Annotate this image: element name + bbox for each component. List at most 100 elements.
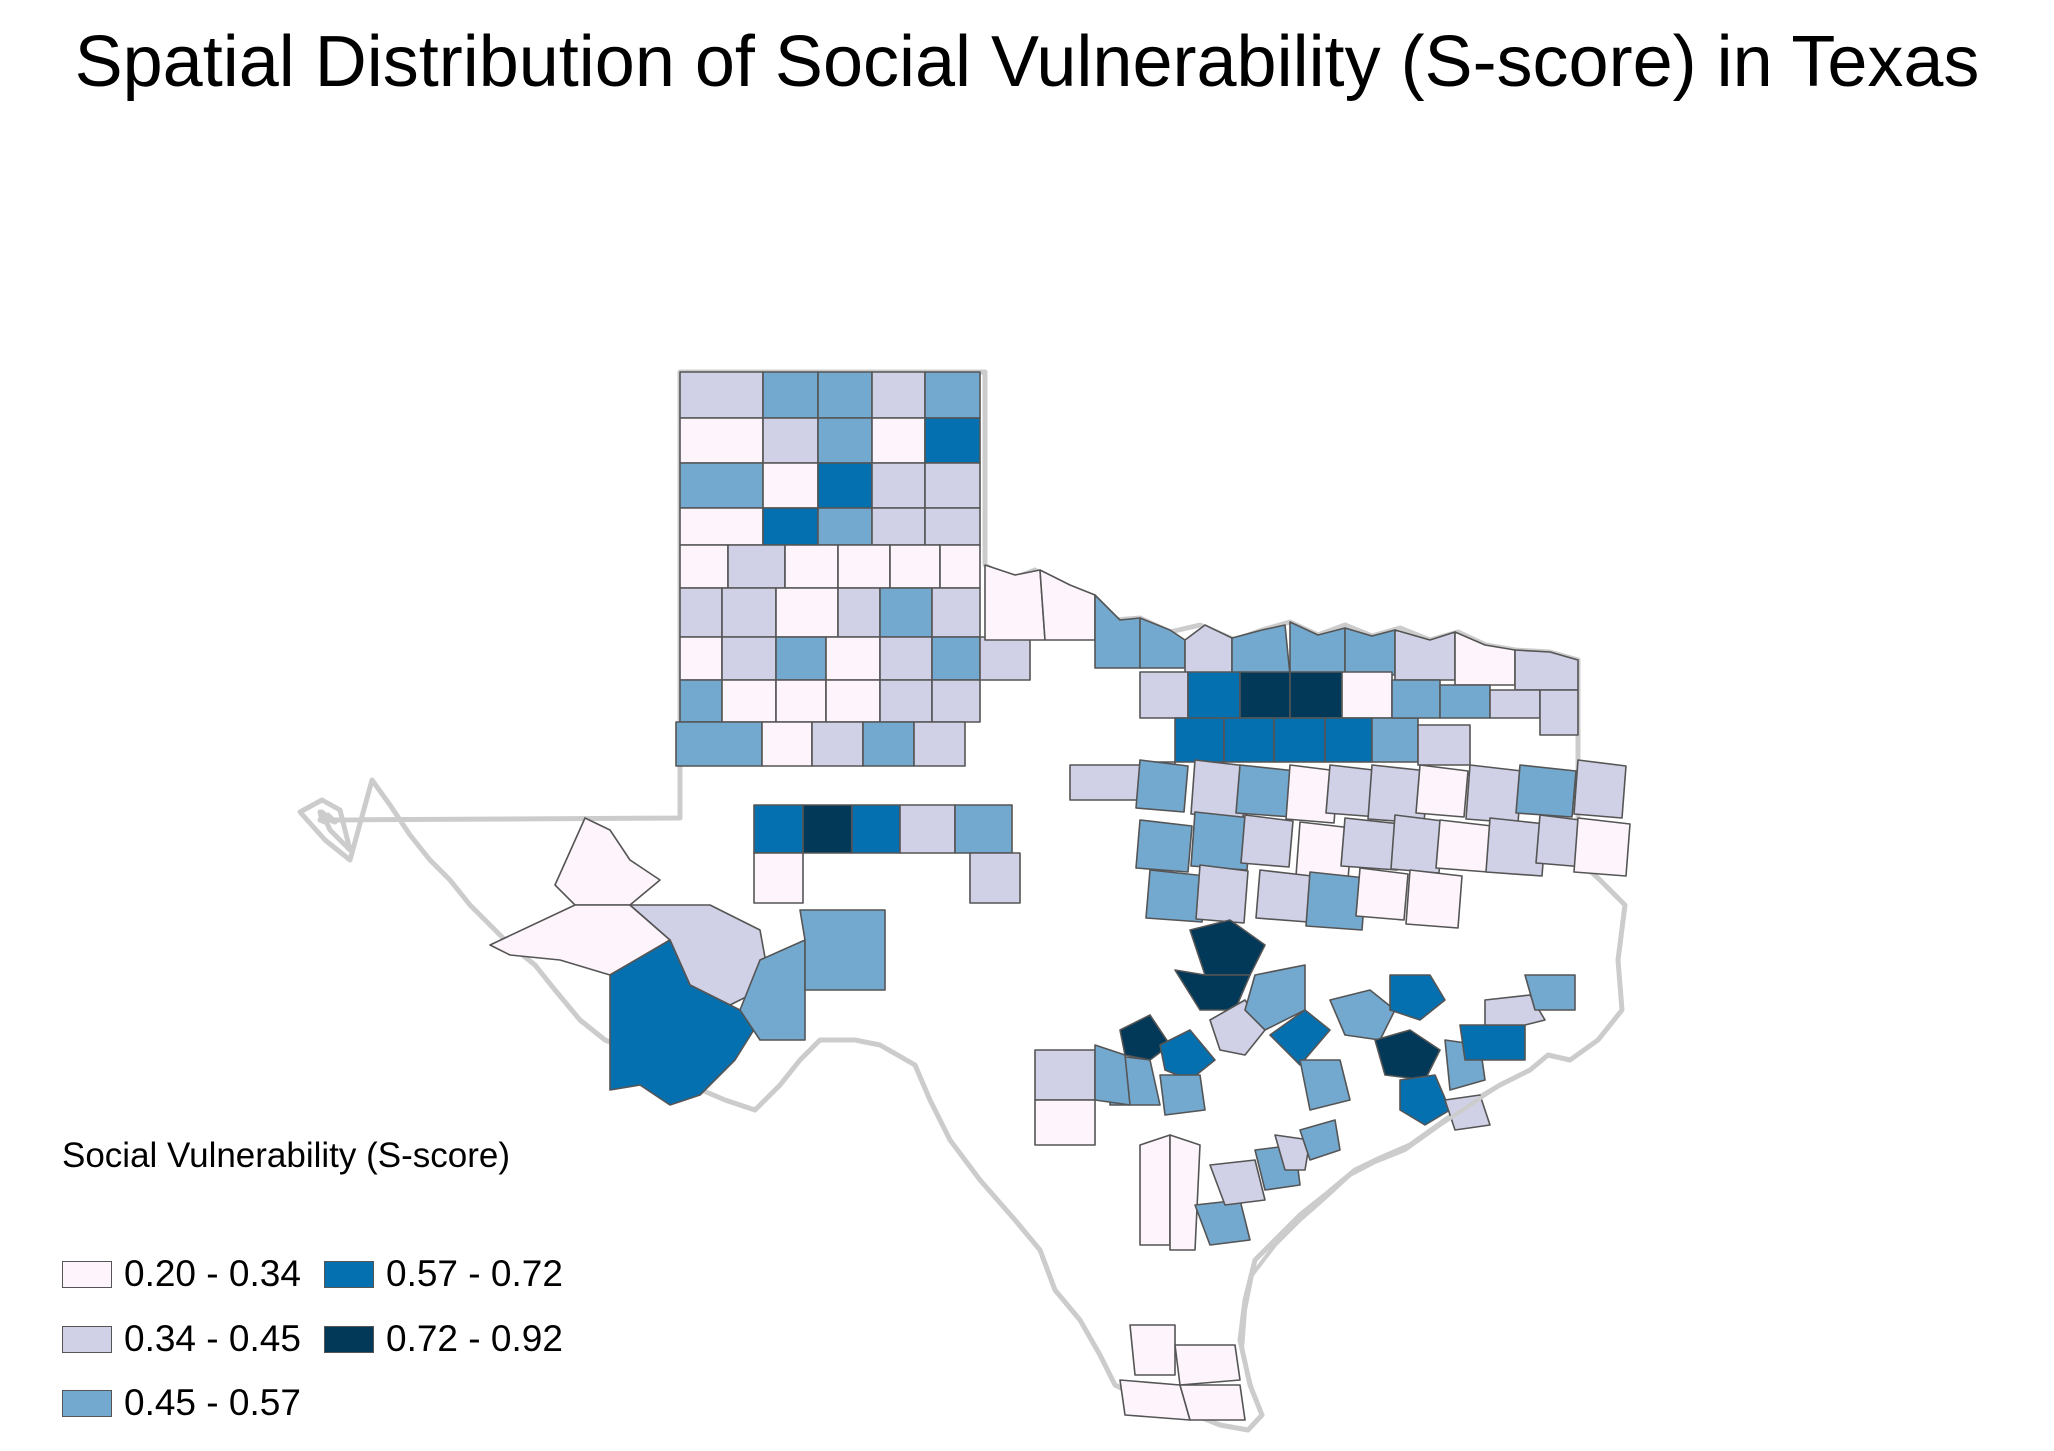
permian-county [802,804,853,854]
panhandle-county [675,721,763,767]
panhandle-county [817,462,873,509]
panhandle-county [825,679,881,723]
panhandle-county [924,371,981,419]
gulf-county [1389,974,1446,1021]
central-county [1405,869,1463,929]
gulf-county [1484,994,1546,1026]
map-title: Spatial Distribution of Social Vulnerabi… [74,22,1980,102]
metro-county [1069,764,1141,801]
panhandle-county [837,587,881,638]
panhandle-county [679,507,764,546]
panhandle-county [931,587,981,638]
legend-item-1: 0.34 - 0.45 [62,1317,301,1361]
panhandle-county [924,417,981,464]
panhandle-county [721,636,777,681]
metro-county [1341,671,1393,719]
metro-county [1273,717,1326,763]
panhandle-county [979,636,1031,681]
panhandle-county [825,636,881,681]
central-county [1190,811,1252,871]
redriver-county [1094,594,1141,669]
central-county [1390,814,1444,874]
capital-county [1269,1009,1331,1066]
central-county [1145,869,1207,923]
capital-county [1174,969,1251,1011]
coastal-county [1129,1324,1176,1376]
legend-swatch [62,1260,112,1288]
central-county [1465,764,1523,824]
metro-county [1187,671,1241,719]
panhandle-county [775,679,827,723]
central-county [1415,764,1469,818]
panhandle-county [871,507,926,546]
panhandle-county [817,371,873,419]
panhandle-county [862,721,915,767]
panhandle-county [721,679,777,723]
panhandle-county [775,636,827,681]
legend-item-2: 0.45 - 0.57 [62,1381,301,1425]
panhandle-county [817,507,873,546]
panhandle-county [913,721,966,767]
central-county [1515,764,1577,818]
legend-swatch [62,1325,112,1353]
legend-swatch [324,1325,374,1353]
capital-county [1034,1099,1096,1146]
panhandle-county [879,587,933,638]
panhandle-county [679,636,723,681]
panhandle-county [679,544,729,589]
panhandle-county [762,371,819,419]
permian-county [954,804,1013,854]
central-county [1355,867,1409,921]
panhandle-county [817,417,873,464]
legend-item-3: 0.57 - 0.72 [324,1252,563,1296]
panhandle-county [679,587,723,638]
panhandle-county [762,507,819,546]
permian-county [753,804,804,854]
metro-county [1371,717,1419,763]
panhandle-county [879,679,933,723]
panhandle-county [721,587,777,638]
panhandle-county [761,721,813,767]
metro-county [1417,724,1471,766]
metro-county [1174,717,1225,763]
capital-county [1119,1014,1171,1061]
legend-label: 0.57 - 0.72 [386,1253,563,1294]
central-county [1135,819,1193,873]
central-county [1195,864,1249,924]
coastal-county [1139,1134,1171,1246]
legend-item-4: 0.72 - 0.92 [324,1317,563,1361]
redriver-county [1454,631,1516,686]
metro-county [1239,671,1291,719]
legend-label: 0.34 - 0.45 [124,1318,301,1359]
central-county [1573,817,1631,877]
west-county [739,939,806,1041]
gulf-coastline [1239,1068,1531,1391]
central-county [1435,819,1493,873]
panhandle-county [679,679,723,723]
metro-county [1489,689,1541,719]
capital-county [1159,1029,1216,1081]
redriver-county [1344,627,1396,676]
central-county [1240,814,1294,868]
panhandle-county [837,544,891,589]
gulf-county [1524,974,1576,1011]
legend-label: 0.45 - 0.57 [124,1382,301,1423]
legend-label: 0.20 - 0.34 [124,1253,301,1294]
gulf-county [1299,1059,1351,1111]
central-county [1285,764,1339,824]
legend-item-0: 0.20 - 0.34 [62,1252,301,1296]
permian-county [899,804,956,854]
coastal-county [1179,1384,1246,1421]
panhandle-county [762,462,819,509]
legend-label: 0.72 - 0.92 [386,1318,563,1359]
permian-county [969,852,1021,904]
panhandle-county [762,417,819,464]
legend-swatch [62,1389,112,1417]
coastal-county [1174,1344,1241,1386]
metro-county [1539,689,1579,736]
west-county [554,817,661,906]
gulf-county [1444,1094,1491,1131]
west-county [799,909,886,991]
panhandle-county [784,544,839,589]
legend-title: Social Vulnerability (S-score) [62,1136,511,1175]
